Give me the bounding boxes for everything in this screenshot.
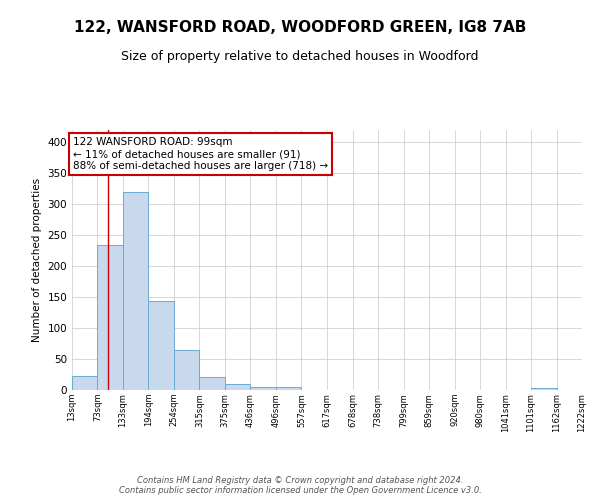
Bar	[225, 384, 250, 390]
Bar	[276, 387, 301, 390]
Bar	[72, 376, 97, 390]
Text: 122 WANSFORD ROAD: 99sqm
← 11% of detached houses are smaller (91)
88% of semi-d: 122 WANSFORD ROAD: 99sqm ← 11% of detach…	[73, 138, 328, 170]
Bar	[173, 350, 199, 390]
Bar	[250, 387, 276, 390]
Bar	[97, 244, 122, 390]
Text: 122, WANSFORD ROAD, WOODFORD GREEN, IG8 7AB: 122, WANSFORD ROAD, WOODFORD GREEN, IG8 …	[74, 20, 526, 35]
Text: Contains HM Land Registry data © Crown copyright and database right 2024.
Contai: Contains HM Land Registry data © Crown c…	[119, 476, 481, 495]
Text: Size of property relative to detached houses in Woodford: Size of property relative to detached ho…	[121, 50, 479, 63]
Bar	[148, 302, 173, 390]
Bar	[199, 377, 225, 390]
Bar	[122, 192, 148, 390]
Bar	[531, 388, 557, 390]
Y-axis label: Number of detached properties: Number of detached properties	[32, 178, 42, 342]
